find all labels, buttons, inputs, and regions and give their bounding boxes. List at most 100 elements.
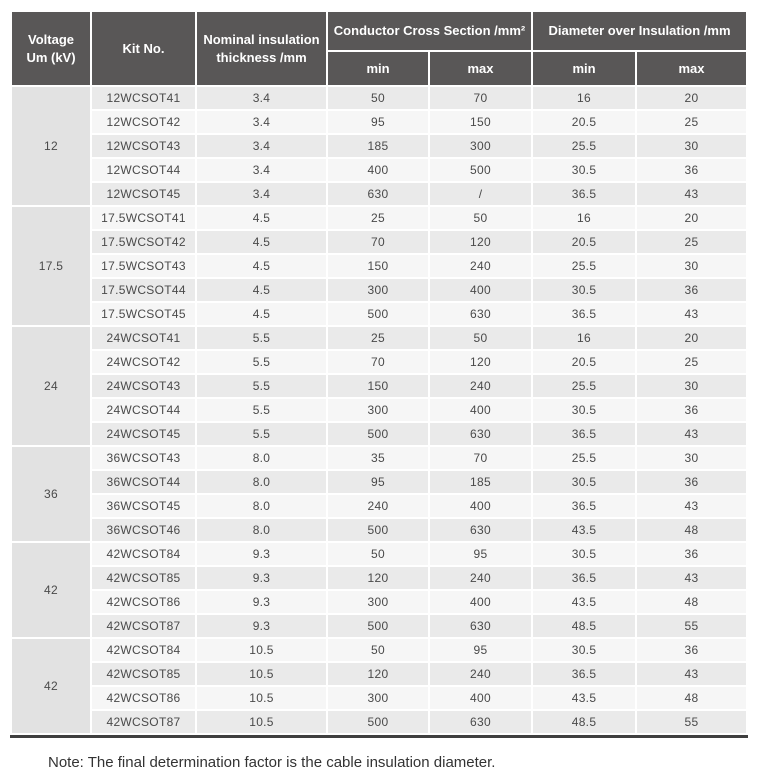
dia-max-cell: 48 xyxy=(637,591,747,613)
ccs-min-cell: 300 xyxy=(328,591,428,613)
ccs-min-cell: 50 xyxy=(328,543,428,565)
ccs-max-cell: 70 xyxy=(430,447,532,469)
table-row: 42WCSOT86 9.3 300 400 43.5 48 xyxy=(12,591,747,613)
ccs-max-cell: 240 xyxy=(430,255,532,277)
dia-max-cell: 43 xyxy=(637,495,747,517)
ccs-min-cell: 95 xyxy=(328,111,428,133)
table-row: 42WCSOT85 10.5 120 240 36.5 43 xyxy=(12,663,747,685)
dia-min-cell: 36.5 xyxy=(533,567,636,589)
ccs-max-cell: 95 xyxy=(430,639,532,661)
header-diameter-over-insulation: Diameter over Insulation /mm xyxy=(533,12,747,50)
table-row: 42WCSOT87 9.3 500 630 48.5 55 xyxy=(12,615,747,637)
ccs-max-cell: / xyxy=(430,183,532,205)
thickness-cell: 4.5 xyxy=(197,255,326,277)
dia-min-cell: 20.5 xyxy=(533,231,636,253)
header-dia-min: min xyxy=(533,52,636,85)
ccs-min-cell: 70 xyxy=(328,351,428,373)
dia-max-cell: 25 xyxy=(637,231,747,253)
kit-no-cell: 42WCSOT85 xyxy=(92,567,195,589)
kit-no-cell: 12WCSOT43 xyxy=(92,135,195,157)
kit-no-cell: 42WCSOT87 xyxy=(92,711,195,733)
dia-max-cell: 36 xyxy=(637,639,747,661)
ccs-max-cell: 240 xyxy=(430,567,532,589)
dia-min-cell: 30.5 xyxy=(533,159,636,181)
thickness-cell: 5.5 xyxy=(197,399,326,421)
thickness-cell: 9.3 xyxy=(197,543,326,565)
table-row: 17.5WCSOT45 4.5 500 630 36.5 43 xyxy=(12,303,747,325)
table-row: 42WCSOT86 10.5 300 400 43.5 48 xyxy=(12,687,747,709)
kit-no-cell: 17.5WCSOT41 xyxy=(92,207,195,229)
table-row: 12WCSOT43 3.4 185 300 25.5 30 xyxy=(12,135,747,157)
kit-no-cell: 17.5WCSOT45 xyxy=(92,303,195,325)
header-kit-no: Kit No. xyxy=(92,12,195,85)
ccs-max-cell: 630 xyxy=(430,519,532,541)
thickness-cell: 3.4 xyxy=(197,135,326,157)
ccs-min-cell: 150 xyxy=(328,255,428,277)
ccs-max-cell: 240 xyxy=(430,663,532,685)
table-row: 24 24WCSOT41 5.5 25 50 16 20 xyxy=(12,327,747,445)
dia-min-cell: 43.5 xyxy=(533,519,636,541)
dia-min-cell: 30.5 xyxy=(533,279,636,301)
dia-max-cell: 25 xyxy=(637,111,747,133)
ccs-max-cell: 400 xyxy=(430,399,532,421)
ccs-min-cell: 150 xyxy=(328,375,428,397)
dia-max-cell: 36 xyxy=(637,543,747,565)
thickness-cell: 5.5 xyxy=(197,327,326,349)
kit-no-cell: 12WCSOT45 xyxy=(92,183,195,205)
dia-max-cell: 36 xyxy=(637,399,747,421)
dia-max-cell: 25 xyxy=(637,351,747,373)
dia-max-cell: 30 xyxy=(637,375,747,397)
ccs-min-cell: 300 xyxy=(328,399,428,421)
table-row: 42 42WCSOT84 10.5 50 95 30.5 36 xyxy=(12,639,747,733)
header-dia-max: max xyxy=(637,52,747,85)
ccs-max-cell: 120 xyxy=(430,351,532,373)
dia-min-cell: 36.5 xyxy=(533,303,636,325)
table-row: 12 12WCSOT41 3.4 50 70 16 20 xyxy=(12,87,747,205)
dia-max-cell: 20 xyxy=(637,327,747,349)
dia-max-cell: 30 xyxy=(637,135,747,157)
thickness-cell: 9.3 xyxy=(197,591,326,613)
ccs-min-cell: 300 xyxy=(328,279,428,301)
ccs-min-cell: 50 xyxy=(328,87,428,109)
dia-max-cell: 43 xyxy=(637,303,747,325)
dia-min-cell: 36.5 xyxy=(533,183,636,205)
dia-max-cell: 48 xyxy=(637,519,747,541)
cable-kit-spec-table: Voltage Um (kV) Kit No. Nominal insulati… xyxy=(10,10,749,738)
ccs-max-cell: 630 xyxy=(430,303,532,325)
ccs-max-cell: 400 xyxy=(430,279,532,301)
table-row: 12WCSOT42 3.4 95 150 20.5 25 xyxy=(12,111,747,133)
voltage-group-cell: 42 xyxy=(12,543,90,637)
kit-no-cell: 42WCSOT86 xyxy=(92,591,195,613)
ccs-max-cell: 630 xyxy=(430,423,532,445)
thickness-cell: 5.5 xyxy=(197,351,326,373)
dia-min-cell: 36.5 xyxy=(533,423,636,445)
header-ccs-min: min xyxy=(328,52,428,85)
table-row: 24WCSOT45 5.5 500 630 36.5 43 xyxy=(12,423,747,445)
dia-max-cell: 48 xyxy=(637,687,747,709)
dia-min-cell: 36.5 xyxy=(533,495,636,517)
thickness-cell: 9.3 xyxy=(197,567,326,589)
table-row: 12WCSOT45 3.4 630/36.5 43 xyxy=(12,183,747,205)
ccs-min-cell: 500 xyxy=(328,711,428,733)
dia-min-cell: 30.5 xyxy=(533,543,636,565)
table-row: 36WCSOT46 8.0 500 630 43.5 48 xyxy=(12,519,747,541)
thickness-cell: 4.5 xyxy=(197,279,326,301)
thickness-cell: 5.5 xyxy=(197,423,326,445)
dia-min-cell: 20.5 xyxy=(533,111,636,133)
kit-no-cell: 17.5WCSOT43 xyxy=(92,255,195,277)
kit-no-cell: 17.5WCSOT44 xyxy=(92,279,195,301)
kit-no-cell: 17.5WCSOT42 xyxy=(92,231,195,253)
ccs-max-cell: 400 xyxy=(430,687,532,709)
ccs-min-cell: 25 xyxy=(328,207,428,229)
ccs-max-cell: 400 xyxy=(430,591,532,613)
thickness-cell: 5.5 xyxy=(197,375,326,397)
dia-min-cell: 25.5 xyxy=(533,135,636,157)
dia-min-cell: 48.5 xyxy=(533,615,636,637)
table-row: 24WCSOT42 5.5 70 120 20.5 25 xyxy=(12,351,747,373)
thickness-cell: 10.5 xyxy=(197,639,326,661)
ccs-min-cell: 500 xyxy=(328,423,428,445)
ccs-max-cell: 50 xyxy=(430,207,532,229)
kit-no-cell: 36WCSOT46 xyxy=(92,519,195,541)
kit-no-cell: 24WCSOT45 xyxy=(92,423,195,445)
